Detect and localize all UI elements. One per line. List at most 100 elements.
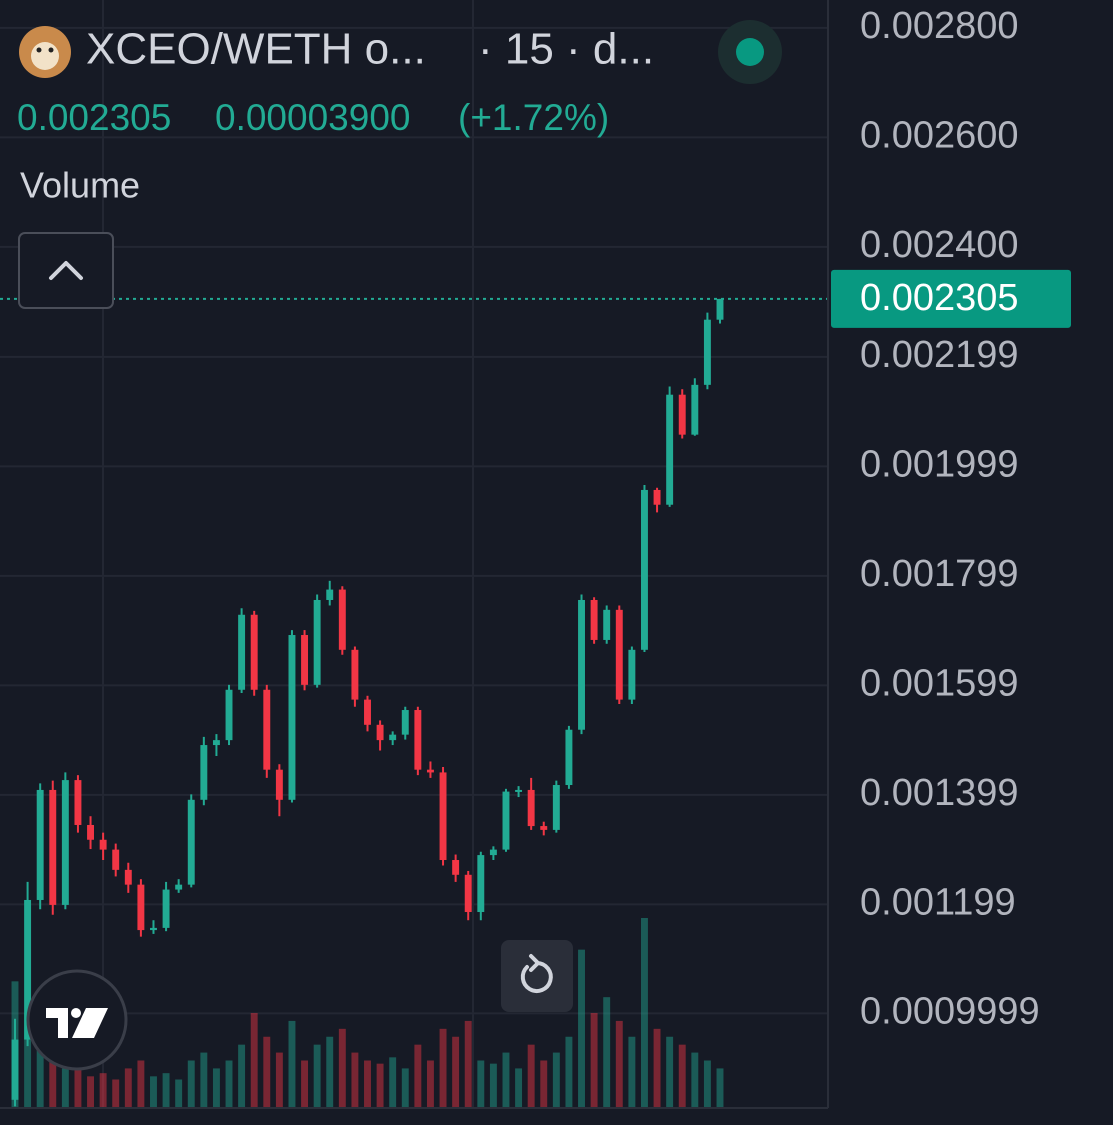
candle-body — [212, 740, 220, 746]
candle-body — [124, 869, 132, 885]
volume-bar — [338, 1028, 346, 1108]
symbol-title[interactable]: XCEO/WETH o... — [86, 25, 426, 74]
candle-body — [703, 319, 711, 385]
y-tick-label: 0.001199 — [860, 881, 1016, 923]
candle-body — [36, 789, 44, 900]
candle-body — [313, 599, 321, 685]
plot-area — [0, 0, 830, 1108]
volume-bar — [162, 1073, 170, 1108]
volume-bar — [691, 1052, 699, 1108]
volume-bar — [552, 1052, 560, 1108]
candle-body — [288, 635, 296, 800]
candle-body — [49, 789, 57, 905]
volume-bar — [288, 1020, 296, 1108]
volume-bar — [641, 918, 648, 1108]
volume-bar — [590, 1013, 598, 1108]
y-tick-label: 0.001399 — [860, 772, 1019, 814]
candle-body — [615, 609, 623, 700]
candle-body — [464, 874, 472, 913]
volume-bar — [414, 1044, 422, 1108]
volume-bar — [426, 1060, 434, 1108]
status-dot — [736, 38, 764, 66]
candle-body — [74, 780, 82, 825]
candle-body — [565, 729, 573, 786]
candle-body — [628, 649, 636, 700]
candle-body — [452, 860, 460, 875]
volume-bar — [716, 1068, 724, 1108]
candle-body — [137, 884, 145, 931]
last-price: 0.002305 — [17, 97, 171, 138]
candle-body — [552, 785, 560, 830]
interval[interactable]: · 15 · d... — [478, 25, 654, 74]
volume-bar — [527, 1044, 535, 1108]
candle-body — [301, 635, 309, 685]
change-pct: (+1.72%) — [458, 97, 609, 138]
volume-bar — [87, 1076, 94, 1108]
volume-bar — [137, 1060, 145, 1108]
y-tick-label: 0.002199 — [860, 334, 1019, 376]
candle-body — [527, 789, 535, 827]
candle-body — [263, 689, 271, 770]
volume-bar — [49, 1052, 57, 1108]
volume-bar — [150, 1076, 157, 1108]
candle-body — [11, 1039, 19, 1100]
last-price-tag-label: 0.002305 — [860, 277, 1019, 319]
y-tick-label: 0.002800 — [860, 5, 1019, 47]
volume-bar — [61, 1068, 69, 1108]
volume-bar — [439, 1028, 447, 1108]
collapse-button[interactable] — [18, 232, 114, 309]
candle-body — [515, 789, 523, 792]
volume-bar — [376, 1063, 384, 1108]
volume-bar — [615, 1020, 623, 1108]
candle-body — [540, 826, 548, 830]
volume-bar — [238, 1044, 246, 1108]
candle-body — [175, 884, 183, 890]
volume-bar — [401, 1068, 409, 1108]
volume-bar — [351, 1052, 359, 1108]
volume-bar — [326, 1036, 334, 1108]
volume-bar — [225, 1060, 233, 1108]
volume-bar — [515, 1068, 523, 1108]
symbol-avatar — [19, 26, 71, 78]
candle-body — [502, 791, 510, 850]
volume-bar — [540, 1060, 548, 1108]
candle-body — [666, 394, 674, 505]
candle-body — [414, 710, 422, 770]
volume-bar — [313, 1044, 321, 1108]
candle-body — [489, 849, 497, 856]
volume-bar — [666, 1036, 674, 1108]
candle-body — [275, 769, 283, 800]
volume-bar — [99, 1073, 107, 1108]
tradingview-logo[interactable] — [26, 969, 128, 1071]
y-tick-label: 0.0009999 — [860, 990, 1040, 1032]
candle-body — [150, 927, 157, 931]
volume-bar — [502, 1052, 510, 1108]
volume-bar — [36, 1036, 44, 1108]
volume-bar — [124, 1068, 132, 1108]
volume-bar — [301, 1060, 309, 1108]
candle-body — [364, 699, 371, 725]
candle-body — [112, 849, 120, 870]
volume-bar — [212, 1068, 220, 1108]
volume-bar — [628, 1036, 636, 1108]
candle-body — [716, 298, 724, 320]
last-price-tag — [831, 269, 1071, 328]
volume-bar — [275, 1052, 283, 1108]
volume-bar — [452, 1036, 460, 1108]
volume-bar — [578, 949, 585, 1108]
volume-bar — [250, 1013, 258, 1108]
volume-bar — [24, 1013, 32, 1108]
y-tick-label: 0.001599 — [860, 662, 1019, 704]
volume-bar — [703, 1060, 711, 1108]
change: 0.00003900 — [215, 97, 410, 138]
volume-bar — [389, 1057, 397, 1108]
candle-body — [678, 394, 686, 435]
candle-body — [691, 384, 699, 435]
candle-body — [24, 899, 32, 1040]
reset-button[interactable] — [501, 940, 573, 1012]
candle-body — [376, 724, 384, 741]
volume-bar — [678, 1044, 686, 1108]
candle-body — [578, 599, 585, 730]
